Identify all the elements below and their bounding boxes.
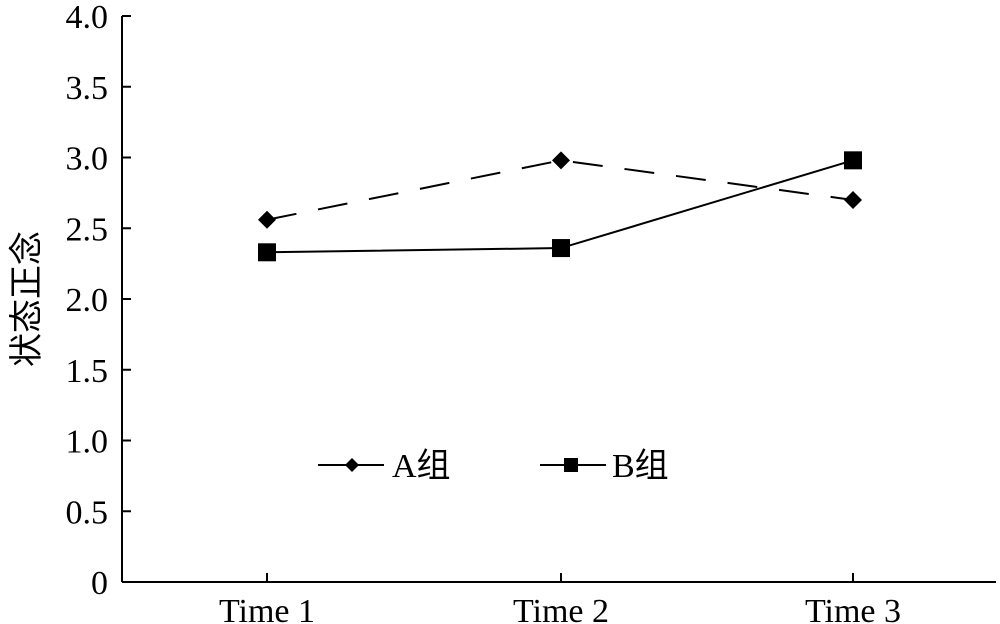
legend-label: B组 (612, 447, 669, 485)
x-tick-label: Time 1 (219, 593, 315, 624)
y-tick-label: 1.5 (66, 353, 109, 390)
data-point-diamond (552, 151, 570, 170)
y-tick-label: 3.5 (66, 70, 109, 107)
data-point-square (258, 243, 276, 262)
x-tick-label: Time 2 (513, 593, 609, 624)
axes: 0 0.5 1.0 1.5 2.0 2.5 3.0 3.5 4.0 Time 1 Time 2 Tim… (66, 0, 996, 624)
legend-item-b: B组 (540, 447, 669, 485)
legend-label: A组 (392, 447, 451, 485)
legend: A组 B组 (318, 447, 669, 485)
y-axis-title: 状态正念 (7, 231, 47, 367)
series-line (266, 159, 854, 254)
series-b (258, 151, 862, 262)
x-tick-label: Time 3 (805, 593, 901, 624)
y-tick-label: 1.0 (66, 424, 109, 461)
series-group (258, 151, 862, 262)
series-line (266, 159, 854, 221)
y-tick-label: 3.0 (66, 141, 109, 178)
legend-item-a: A组 (318, 447, 451, 485)
series-a (258, 151, 862, 229)
data-point-diamond (345, 458, 359, 472)
data-point-square (552, 239, 570, 258)
y-tick-label: 0.5 (66, 494, 109, 531)
y-tick-label: 4.0 (66, 0, 109, 36)
data-point-square (844, 151, 862, 170)
data-point-square (564, 458, 578, 472)
y-tick-label: 2.5 (66, 211, 109, 248)
data-point-diamond (258, 210, 276, 229)
y-tick-label: 0 (91, 565, 108, 602)
y-tick-label: 2.0 (66, 282, 109, 319)
data-point-diamond (844, 190, 862, 209)
